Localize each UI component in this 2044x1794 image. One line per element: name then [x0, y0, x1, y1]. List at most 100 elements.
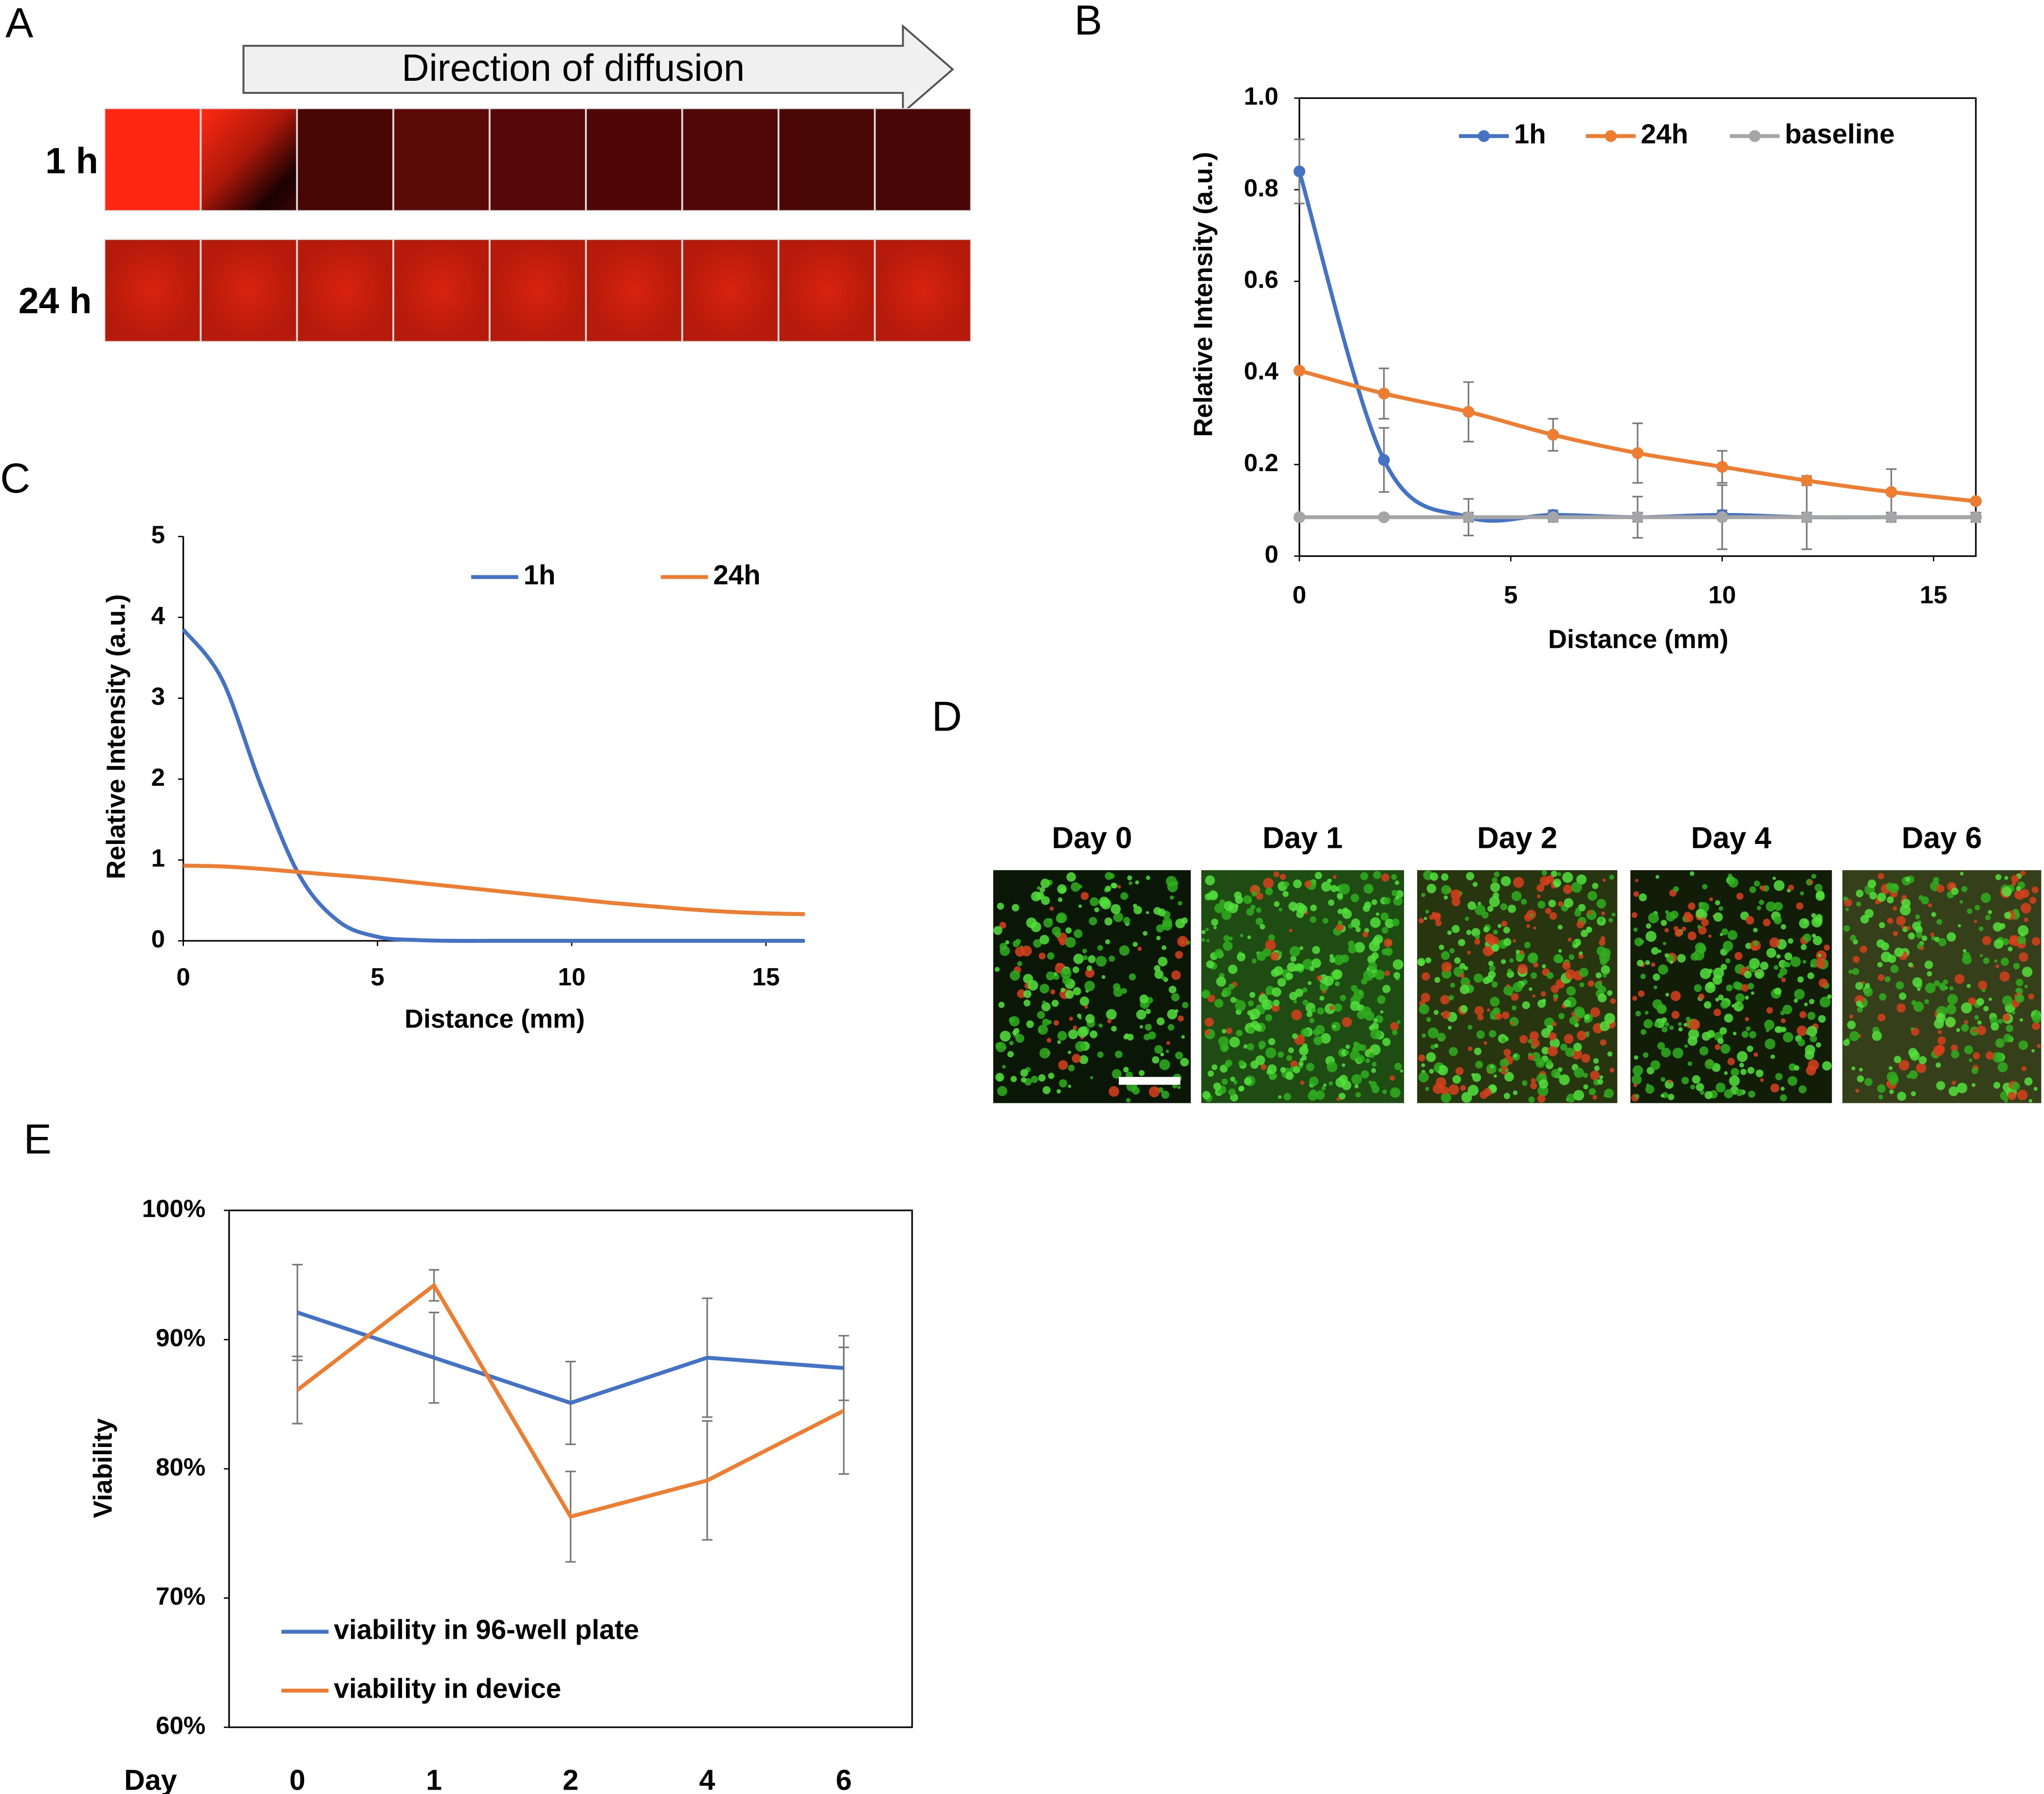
- cell: [1971, 1083, 1976, 1087]
- cell: [1178, 901, 1183, 906]
- cell: [1240, 934, 1243, 937]
- cell: [1273, 871, 1279, 878]
- cell: [1129, 881, 1132, 885]
- cell: [1057, 1031, 1067, 1041]
- cell: [1915, 914, 1920, 919]
- image-tile: [585, 108, 683, 211]
- cell: [1937, 1036, 1946, 1045]
- x-tick-label: 6: [836, 1763, 852, 1794]
- cell: [1458, 939, 1465, 947]
- cell: [1780, 1086, 1785, 1091]
- cell: [2017, 935, 2026, 945]
- cell: [1201, 930, 1206, 934]
- cell: [1292, 1033, 1298, 1039]
- cell: [1062, 976, 1071, 985]
- cell: [1287, 962, 1296, 972]
- cell: [1943, 979, 1948, 985]
- x-tick-label: 15: [752, 963, 780, 991]
- cell: [1317, 1007, 1324, 1015]
- cell: [1702, 884, 1708, 890]
- cell: [1392, 959, 1404, 970]
- cell: [1295, 902, 1305, 913]
- cell: [1911, 1091, 1916, 1097]
- cell: [1338, 884, 1342, 888]
- cell: [1576, 920, 1585, 929]
- cell: [1635, 879, 1639, 882]
- cell: [1000, 1030, 1011, 1042]
- cell: [1678, 1022, 1682, 1026]
- cell: [1720, 1000, 1729, 1009]
- cell: [1425, 1087, 1429, 1091]
- cell: [1175, 918, 1186, 929]
- cell: [1337, 920, 1343, 925]
- cell: [1661, 919, 1667, 926]
- cell: [1513, 1054, 1517, 1058]
- cell: [1132, 942, 1138, 947]
- cell: [1490, 1085, 1496, 1092]
- cell: [1601, 965, 1610, 975]
- cell: [1449, 1047, 1458, 1056]
- cell: [1380, 912, 1389, 921]
- cell: [1531, 972, 1537, 979]
- y-tick-label: 4: [151, 602, 165, 629]
- cell: [1777, 972, 1784, 979]
- cell: [1879, 922, 1885, 929]
- cell: [1643, 1019, 1653, 1029]
- cell: [1249, 992, 1256, 998]
- cell: [1072, 1054, 1081, 1063]
- cell: [1587, 910, 1592, 915]
- cell: [1478, 901, 1481, 905]
- cell: [1256, 893, 1263, 900]
- cell: [1753, 928, 1758, 933]
- cell: [1440, 995, 1450, 1005]
- cell: [2022, 967, 2033, 977]
- cell: [1419, 1004, 1429, 1014]
- cell: [1214, 949, 1223, 958]
- cell: [1009, 1017, 1015, 1024]
- cell: [1278, 907, 1282, 912]
- cell: [1899, 904, 1911, 916]
- cell: [1699, 1090, 1705, 1095]
- cell: [1497, 924, 1502, 928]
- cell: [1353, 989, 1364, 1000]
- cell: [1058, 1060, 1068, 1070]
- cell: [1749, 1031, 1756, 1039]
- cell: [1285, 1071, 1294, 1080]
- cell: [1928, 903, 1933, 908]
- cell: [1797, 1039, 1806, 1046]
- cell: [1770, 1054, 1775, 1059]
- cell: [1109, 1086, 1119, 1097]
- cell: [1222, 987, 1232, 997]
- cell: [1747, 1045, 1753, 1052]
- cell: [1272, 987, 1281, 997]
- cell: [1898, 992, 1907, 1000]
- cell: [1204, 1029, 1210, 1036]
- cell: [1278, 1095, 1282, 1099]
- cell: [1010, 1076, 1017, 1082]
- cell: [1389, 1075, 1395, 1081]
- cell: [1522, 1080, 1528, 1086]
- cell: [1230, 1076, 1236, 1082]
- y-tick-label: 70%: [156, 1582, 205, 1610]
- cell: [1123, 916, 1131, 924]
- cell: [1851, 1066, 1856, 1071]
- cell: [1447, 930, 1452, 935]
- cell: [1796, 1025, 1807, 1036]
- cell: [1843, 925, 1850, 932]
- cell: [1925, 983, 1936, 993]
- cell: [1796, 902, 1804, 910]
- cell: [1311, 958, 1321, 968]
- cell: [1735, 993, 1745, 1003]
- cell: [1847, 1020, 1856, 1029]
- cell: [1501, 1038, 1506, 1043]
- y-tick-label: 100%: [142, 1194, 206, 1222]
- cell: [1722, 941, 1734, 952]
- cell: [1772, 877, 1776, 880]
- cell: [999, 943, 1007, 951]
- cell: [1529, 1031, 1539, 1041]
- cell: [1371, 899, 1377, 905]
- cell: [1822, 1061, 1832, 1071]
- cell: [1604, 1013, 1615, 1024]
- cell: [1390, 1087, 1401, 1098]
- cell: [1753, 1052, 1758, 1057]
